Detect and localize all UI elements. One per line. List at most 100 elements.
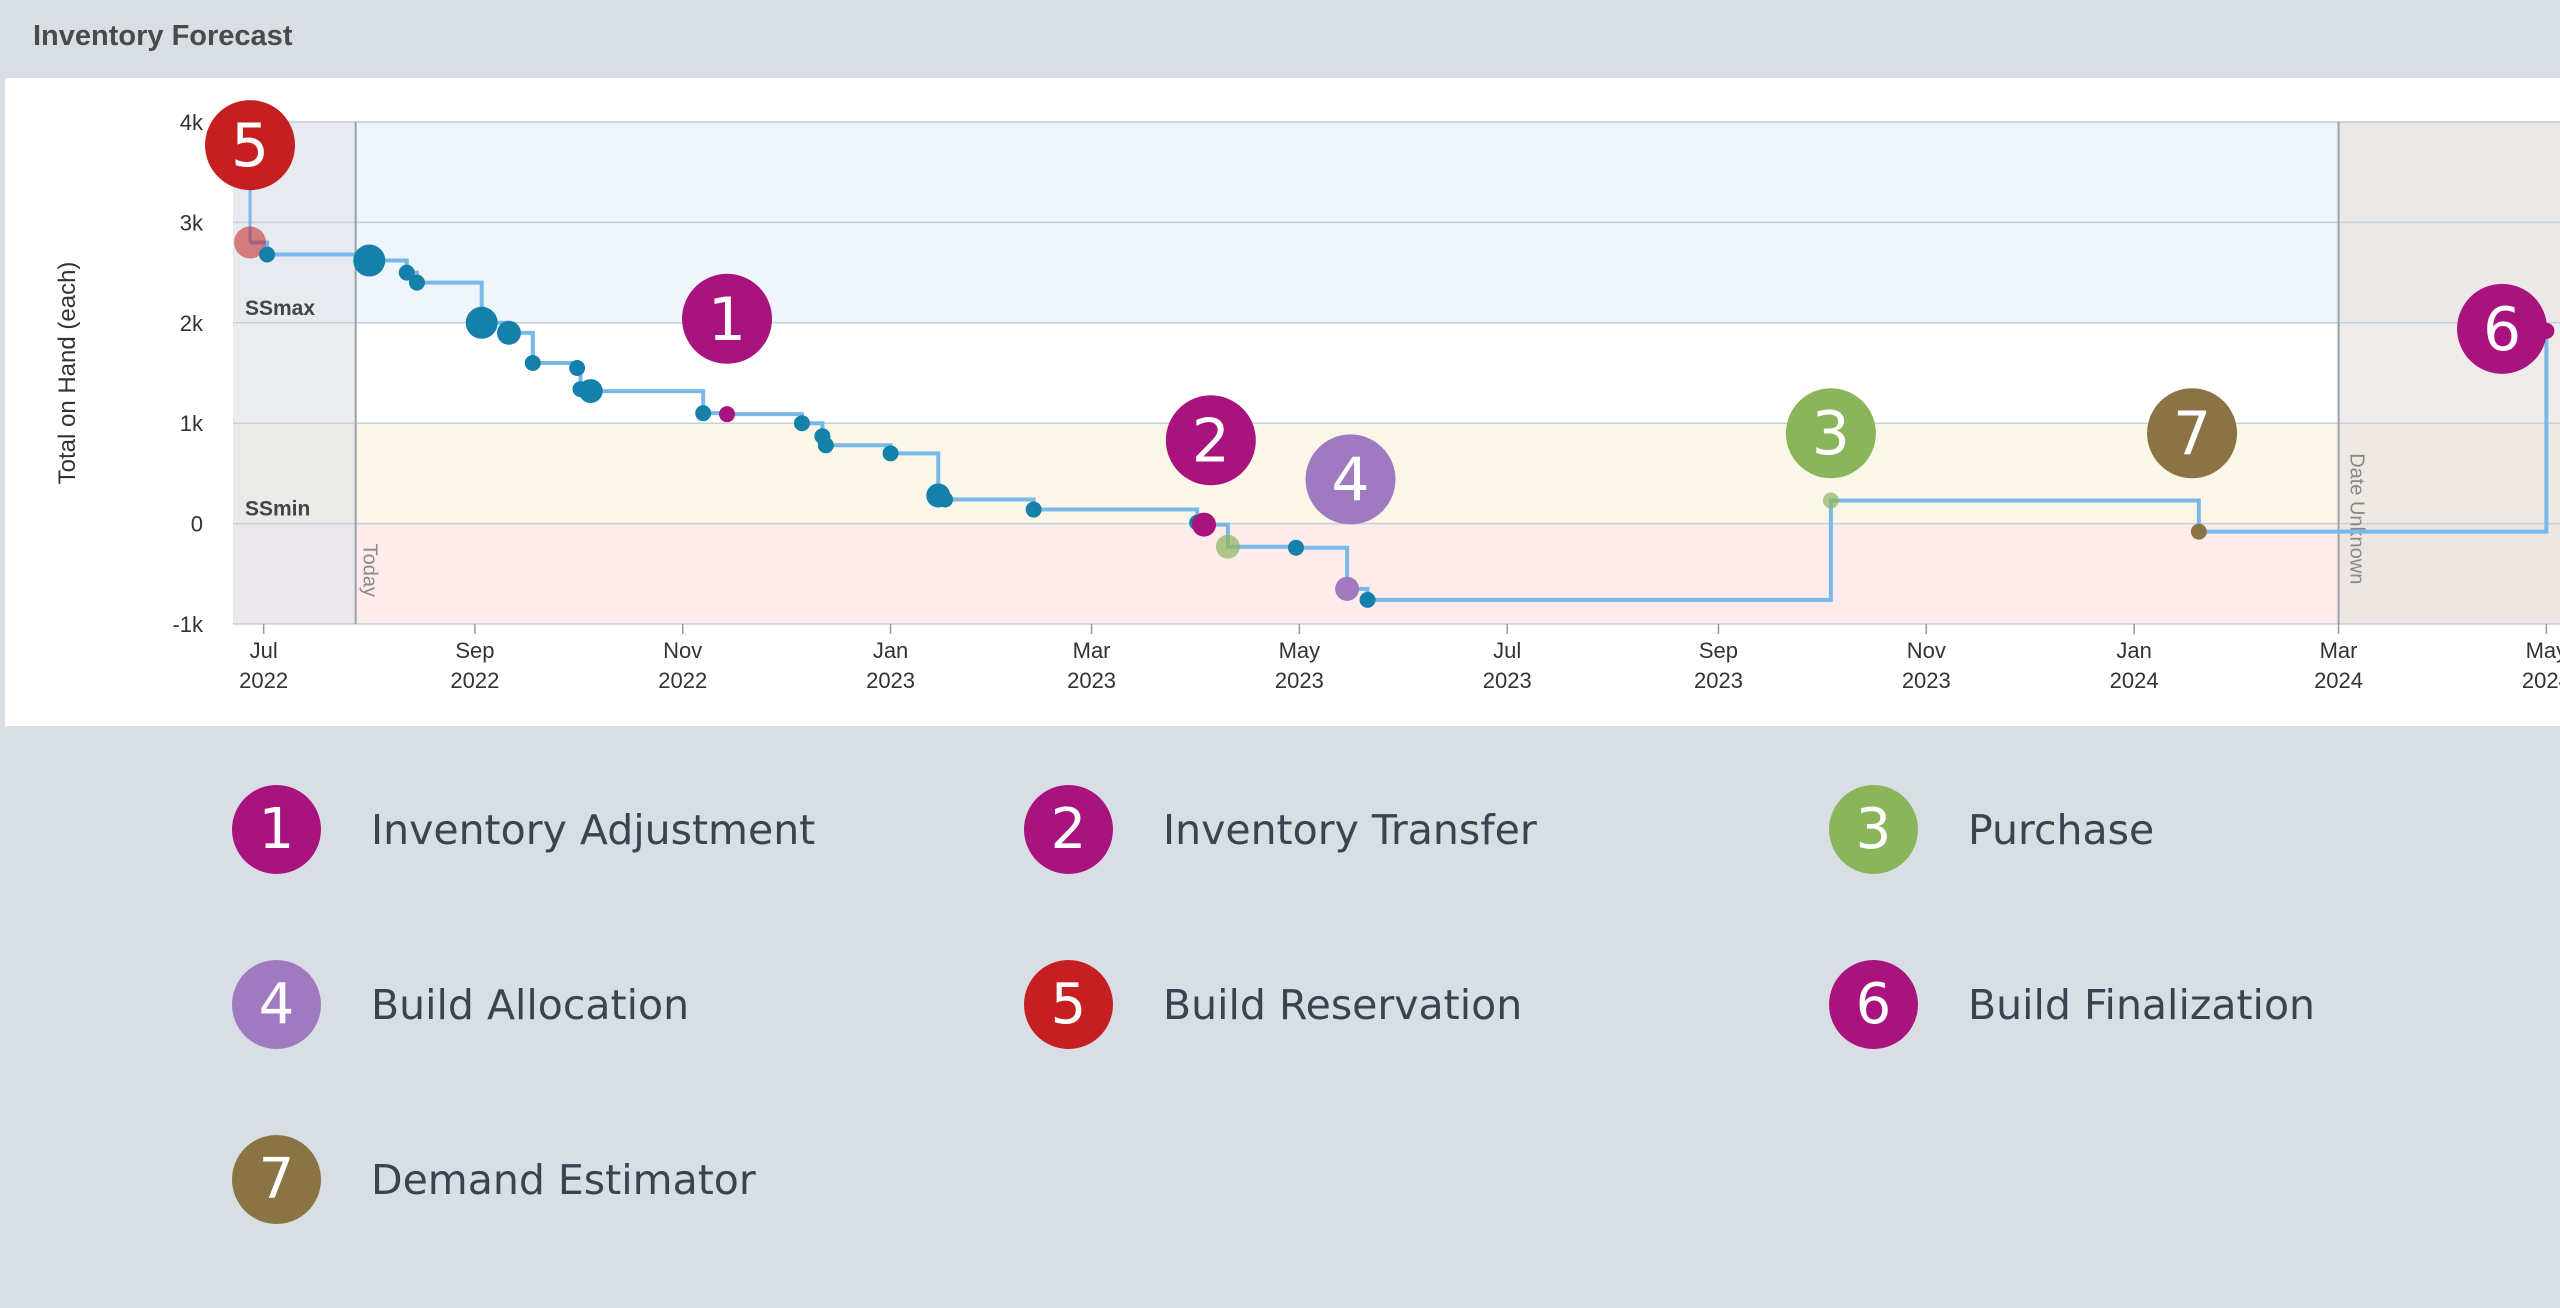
legend-item: 6 Build Finalization [1829, 960, 2315, 1049]
x-tick-month: Jul [1493, 638, 1521, 663]
event-callout-number: 2 [1192, 406, 1230, 476]
legend-badge: 2 [1024, 785, 1113, 874]
event-callout-bubble [2147, 388, 2238, 479]
event-callout-bubble [682, 273, 773, 364]
x-tick-year: 2022 [239, 668, 288, 693]
date-unknown-label: Date Unknown [2346, 453, 2368, 584]
y-axis-title: Total on Hand (each) [54, 262, 81, 485]
y-tick-label: 3k [180, 210, 204, 235]
x-tick-year: 2024 [2522, 668, 2560, 693]
data-point [465, 306, 498, 339]
past-region [233, 122, 356, 624]
data-point [1287, 539, 1304, 556]
x-tick-month: Mar [1073, 638, 1111, 663]
legend-item: 3 Purchase [1829, 785, 2154, 874]
data-point [234, 226, 267, 259]
x-tick-year: 2023 [1902, 668, 1951, 693]
data-point [1335, 576, 1360, 601]
legend-badge: 6 [1829, 960, 1918, 1049]
x-tick-year: 2022 [450, 668, 499, 693]
ssmax-label: SSmax [245, 297, 315, 320]
legend-badge: 3 [1829, 785, 1918, 874]
x-tick-month: Jul [250, 638, 278, 663]
x-tick-year: 2022 [658, 668, 707, 693]
data-point [793, 415, 810, 432]
y-tick-label: 4k [180, 110, 204, 135]
x-tick-month: Mar [2320, 638, 2358, 663]
x-tick-month: Sep [455, 638, 494, 663]
x-tick-year: 2023 [1275, 668, 1324, 693]
band-below-ssmin [233, 523, 2560, 624]
event-callout-bubble [1165, 395, 1256, 486]
panel-title: Inventory Forecast [33, 20, 293, 52]
x-tick-year: 2024 [2110, 668, 2159, 693]
data-point [817, 437, 834, 454]
data-point [524, 354, 541, 371]
data-point [1192, 512, 1217, 537]
x-tick-month: Jan [2116, 638, 2151, 663]
data-point [259, 246, 276, 263]
x-tick-year: 2023 [1483, 668, 1532, 693]
event-callout-bubble [205, 100, 296, 191]
x-tick-month: Nov [1907, 638, 1946, 663]
x-tick-year: 2023 [866, 668, 915, 693]
x-tick-year: 2023 [1694, 668, 1743, 693]
data-point [578, 379, 603, 404]
data-point [1359, 591, 1376, 608]
data-point [695, 405, 712, 422]
ssmin-label: SSmin [245, 498, 310, 521]
y-tick-label: 0 [191, 512, 203, 537]
legend-badge: 1 [232, 785, 321, 874]
legend-item: 4 Build Allocation [232, 960, 689, 1049]
event-callout-number: 4 [1331, 445, 1369, 515]
x-tick-year: 2023 [1067, 668, 1116, 693]
data-point [937, 491, 954, 508]
data-point [353, 244, 386, 277]
y-tick-label: -1k [172, 612, 204, 637]
data-point [1822, 492, 1839, 509]
x-tick-year: 2024 [2314, 668, 2363, 693]
data-point [719, 406, 736, 423]
event-callout-number: 5 [231, 111, 269, 181]
legend-label: Purchase [1968, 805, 2155, 854]
event-callout-number: 7 [2173, 399, 2211, 469]
date-unknown-region [2338, 122, 2560, 624]
legend-label: Inventory Adjustment [371, 805, 816, 854]
data-point [882, 445, 899, 462]
data-point [496, 320, 521, 345]
legend-item: 7 Demand Estimator [232, 1135, 756, 1224]
data-point [1215, 534, 1240, 559]
y-tick-label: 2k [180, 311, 204, 336]
legend-label: Inventory Transfer [1163, 805, 1537, 854]
legend-label: Build Allocation [371, 980, 690, 1029]
data-point [2190, 523, 2207, 540]
data-point [569, 359, 586, 376]
x-tick-month: Sep [1699, 638, 1738, 663]
event-callout-bubble [1785, 388, 1876, 479]
data-point [1025, 501, 1042, 518]
legend-badge: 4 [232, 960, 321, 1049]
x-tick-month: Nov [663, 638, 702, 663]
inventory-forecast-chart: 4k 3k 2k 1k 0 -1k Today Date Unknown SSmax SSmin J… [5, 78, 2560, 726]
legend-item: 5 Build Reservation [1024, 960, 1522, 1049]
event-callout-number: 6 [2483, 295, 2521, 365]
chart-svg: 4k 3k 2k 1k 0 -1k Today Date Unknown SSmax SSmin J… [54, 100, 2560, 693]
x-tick-month: Jan [873, 638, 908, 663]
legend-label: Build Finalization [1968, 980, 2316, 1029]
y-tick-label: 1k [180, 411, 204, 436]
legend-item: 2 Inventory Transfer [1024, 785, 1537, 874]
event-callout-number: 1 [708, 285, 746, 355]
legend-label: Demand Estimator [371, 1155, 756, 1204]
legend-label: Build Reservation [1163, 980, 1523, 1029]
event-callout-bubble [2457, 283, 2548, 374]
event-callout-bubble [1305, 434, 1396, 525]
event-callout-number: 3 [1812, 399, 1850, 469]
x-tick-month: May [1279, 638, 1321, 663]
data-point [398, 264, 415, 281]
legend-badge: 5 [1024, 960, 1113, 1049]
legend-item: 1 Inventory Adjustment [232, 785, 815, 874]
today-label: Today [359, 544, 381, 597]
x-tick-month: May [2526, 638, 2560, 663]
data-point [408, 274, 425, 291]
